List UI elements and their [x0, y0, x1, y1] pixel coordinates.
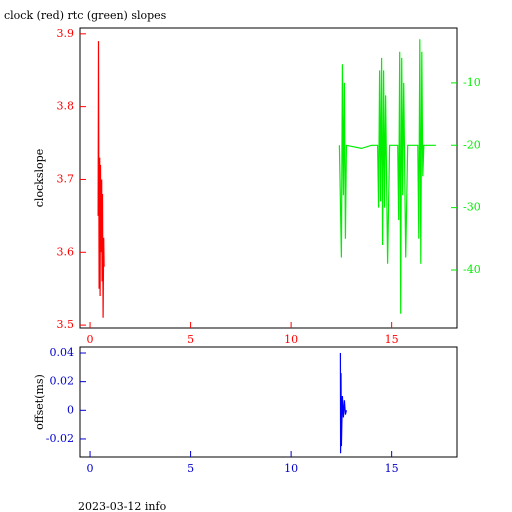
y-axis-label: offset(ms) [33, 374, 46, 430]
x-tick-label: 5 [187, 333, 194, 346]
y2-tick-label: -20 [463, 138, 481, 151]
y-tick-label: 3.5 [57, 318, 75, 331]
x-tick-label: 10 [284, 462, 298, 475]
y-tick-label: -0.02 [46, 432, 74, 445]
plot-frame [79, 27, 458, 329]
y-tick-label: 3.8 [57, 100, 75, 113]
plot-frame [79, 346, 458, 458]
x-tick-label: 15 [385, 333, 399, 346]
x-tick-label: 5 [187, 462, 194, 475]
y-tick-label: 3.7 [57, 172, 75, 185]
x-tick-label: 0 [87, 462, 94, 475]
y-axis-label: clockslope [33, 149, 46, 207]
y-tick-label: 0.02 [50, 375, 75, 388]
y2-tick-label: -30 [463, 201, 481, 214]
x-tick-label: 15 [385, 462, 399, 475]
y-tick-label: 0 [67, 403, 74, 416]
y-tick-label: 3.6 [57, 245, 75, 258]
y-tick-label: 3.9 [57, 27, 75, 40]
series-line [338, 39, 436, 314]
x-tick-label: 0 [87, 333, 94, 346]
y-tick-label: 0.04 [50, 346, 75, 359]
series-line [97, 41, 105, 318]
footer: 2023-03-12 info [78, 500, 167, 512]
chart-title: clock (red) rtc (green) slopes [4, 9, 167, 22]
y2-tick-label: -40 [463, 263, 481, 276]
y2-tick-label: -10 [463, 76, 481, 89]
x-tick-label: 10 [284, 333, 298, 346]
series-line [339, 352, 347, 454]
